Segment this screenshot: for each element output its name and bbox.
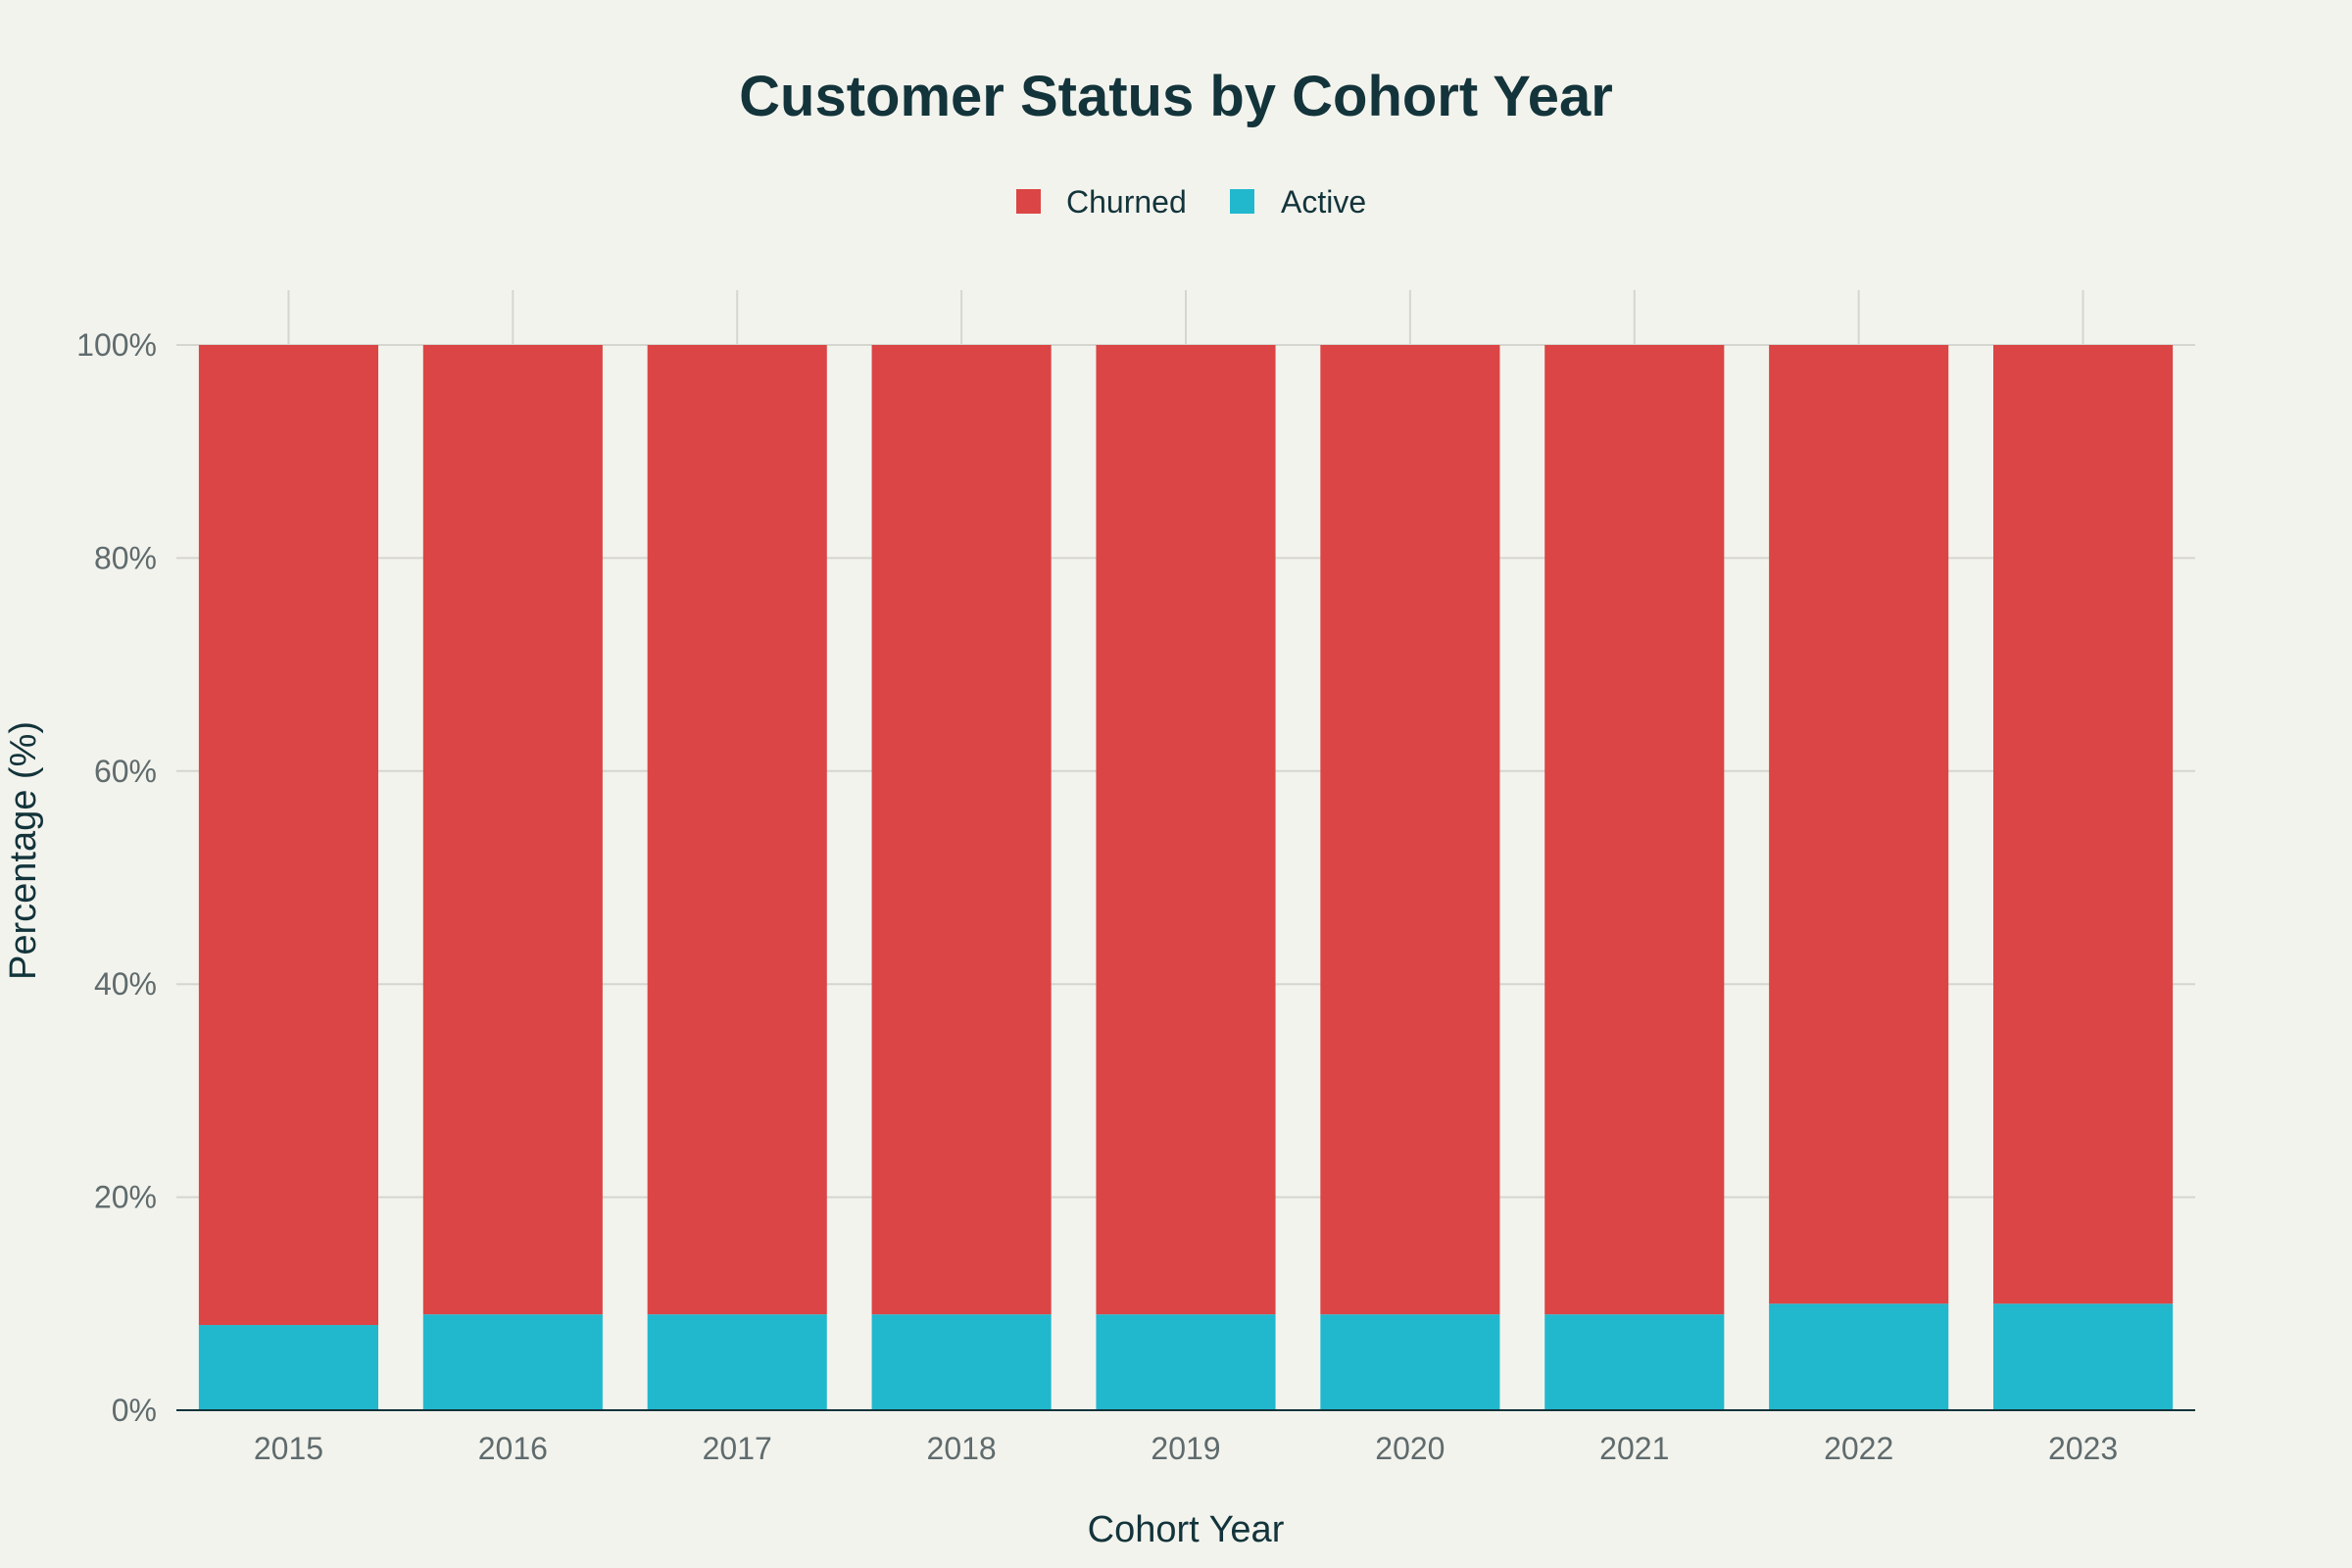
x-tick-label: 2018 bbox=[927, 1431, 997, 1466]
bar-active-2020[interactable] bbox=[1320, 1314, 1500, 1410]
bar-active-2022[interactable] bbox=[1769, 1303, 1949, 1410]
bar-active-2023[interactable] bbox=[1993, 1303, 2174, 1410]
bar-active-2018[interactable] bbox=[871, 1314, 1052, 1410]
bar-churned-2023[interactable] bbox=[1993, 345, 2174, 1304]
x-tick-label: 2023 bbox=[2048, 1431, 2118, 1466]
bars bbox=[198, 345, 2174, 1410]
x-axis-title: Cohort Year bbox=[1088, 1509, 1285, 1550]
y-tick-label: 80% bbox=[94, 540, 157, 575]
bar-churned-2021[interactable] bbox=[1544, 345, 1725, 1315]
legend-label-churned[interactable]: Churned bbox=[1066, 184, 1187, 220]
x-tick-label: 2016 bbox=[478, 1431, 548, 1466]
y-tick-label: 100% bbox=[76, 327, 157, 363]
x-tick-label: 2022 bbox=[1824, 1431, 1893, 1466]
x-tick-label: 2021 bbox=[1599, 1431, 1669, 1466]
bar-active-2021[interactable] bbox=[1544, 1314, 1725, 1410]
bar-active-2016[interactable] bbox=[422, 1314, 603, 1410]
x-tick-label: 2015 bbox=[254, 1431, 323, 1466]
bar-active-2019[interactable] bbox=[1096, 1314, 1276, 1410]
bar-active-2017[interactable] bbox=[647, 1314, 827, 1410]
bar-churned-2022[interactable] bbox=[1769, 345, 1949, 1304]
x-tick-label: 2020 bbox=[1375, 1431, 1445, 1466]
bar-churned-2015[interactable] bbox=[198, 345, 378, 1326]
legend-label-active[interactable]: Active bbox=[1281, 184, 1366, 220]
legend: Churned Active bbox=[1016, 184, 1366, 220]
bar-churned-2017[interactable] bbox=[647, 345, 827, 1315]
bar-churned-2019[interactable] bbox=[1096, 345, 1276, 1315]
y-tick-label: 40% bbox=[94, 966, 157, 1002]
bar-active-2015[interactable] bbox=[198, 1325, 378, 1410]
bar-churned-2018[interactable] bbox=[871, 345, 1052, 1315]
y-axis-title: Percentage (%) bbox=[3, 721, 44, 980]
legend-swatch-active[interactable] bbox=[1230, 189, 1254, 214]
tick-labels: 0% 20% 40% 60% 80% 100% 2015 2016 2017 2018 2019 20… bbox=[76, 327, 2118, 1466]
y-tick-label: 20% bbox=[94, 1180, 157, 1215]
bar-churned-2016[interactable] bbox=[422, 345, 603, 1315]
x-tick-label: 2019 bbox=[1151, 1431, 1220, 1466]
chart-title: Customer Status by Cohort Year bbox=[739, 65, 1613, 128]
bar-churned-2020[interactable] bbox=[1320, 345, 1500, 1315]
legend-swatch-churned[interactable] bbox=[1016, 189, 1041, 214]
x-tick-label: 2017 bbox=[703, 1431, 772, 1466]
y-tick-label: 0% bbox=[112, 1393, 157, 1428]
y-tick-label: 60% bbox=[94, 754, 157, 789]
